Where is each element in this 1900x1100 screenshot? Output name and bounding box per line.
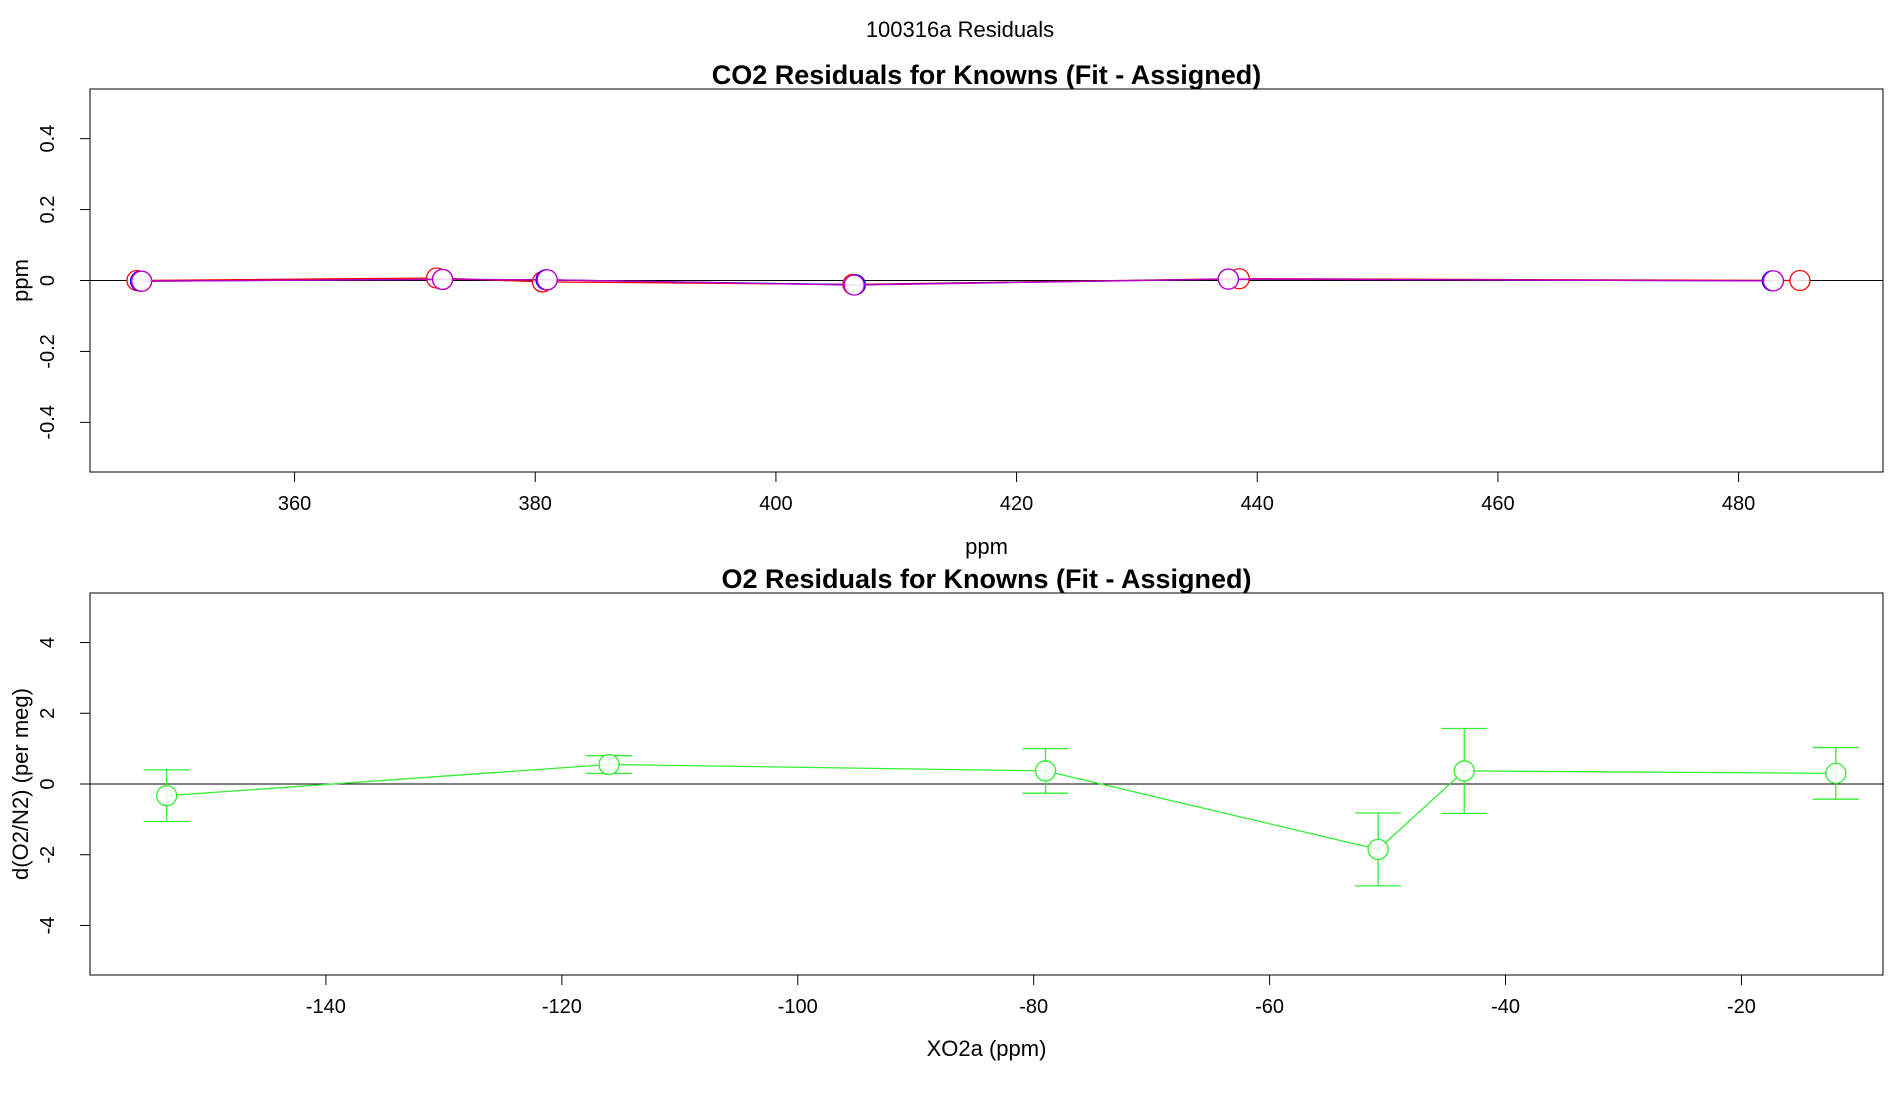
series-0	[143, 727, 1859, 887]
x-tick-label: -20	[1727, 996, 1756, 1018]
data-point	[156, 785, 178, 807]
data-point	[843, 274, 865, 296]
series-line	[141, 278, 1774, 286]
panel-title: CO2 Residuals for Knowns (Fit - Assigned…	[712, 60, 1262, 90]
data-point	[1367, 838, 1389, 861]
panel-title: O2 Residuals for Knowns (Fit - Assigned)	[721, 564, 1251, 594]
y-tick-label: 0	[37, 275, 59, 286]
x-tick-label: -60	[1255, 996, 1284, 1018]
y-tick-label: 0.4	[37, 125, 59, 153]
y-tick-label: -2	[37, 846, 59, 864]
data-point	[131, 270, 153, 292]
x-tick-label: -120	[542, 996, 582, 1018]
x-tick-label: -140	[306, 996, 346, 1018]
x-tick-label: 480	[1722, 493, 1755, 515]
x-axis-label: XO2a (ppm)	[927, 1036, 1047, 1061]
y-tick-label: -4	[37, 917, 59, 935]
x-tick-label: 460	[1481, 493, 1514, 515]
data-point	[431, 268, 454, 291]
y-tick-label: 2	[37, 708, 59, 719]
y-tick-label: 0.2	[37, 196, 59, 224]
x-tick-label: -80	[1019, 996, 1048, 1018]
data-point	[1034, 760, 1057, 782]
series-line	[166, 763, 1836, 851]
y-axis-label: ppm	[8, 259, 33, 302]
x-tick-label: 440	[1241, 493, 1274, 515]
y-tick-label: -0.2	[37, 334, 59, 368]
data-point	[598, 753, 620, 776]
series-0	[126, 267, 1811, 296]
data-point	[1762, 270, 1785, 292]
x-tick-label: 380	[519, 493, 552, 515]
y-tick-label: -0.4	[37, 405, 59, 439]
x-tick-label: -40	[1491, 996, 1520, 1018]
y-tick-label: 4	[37, 637, 59, 648]
series-1	[129, 268, 1783, 296]
data-point	[536, 269, 558, 291]
data-point	[1217, 268, 1240, 290]
y-tick-label: 0	[37, 778, 59, 789]
y-axis-label: d(O2/N2) (per meg)	[8, 688, 33, 880]
x-tick-label: 400	[759, 493, 792, 515]
figure-title: 100316a Residuals	[866, 17, 1054, 42]
x-axis-label: ppm	[965, 534, 1008, 559]
o2-residuals-panel: O2 Residuals for Knowns (Fit - Assigned)…	[8, 564, 1884, 1061]
data-point	[1825, 762, 1847, 785]
x-tick-label: 360	[278, 493, 311, 515]
x-tick-label: -100	[778, 996, 818, 1018]
x-tick-label: 420	[1000, 493, 1033, 515]
data-point	[1453, 760, 1475, 782]
series-2	[131, 268, 1785, 296]
data-point	[1789, 269, 1811, 292]
co2-residuals-panel: CO2 Residuals for Knowns (Fit - Assigned…	[8, 60, 1884, 559]
